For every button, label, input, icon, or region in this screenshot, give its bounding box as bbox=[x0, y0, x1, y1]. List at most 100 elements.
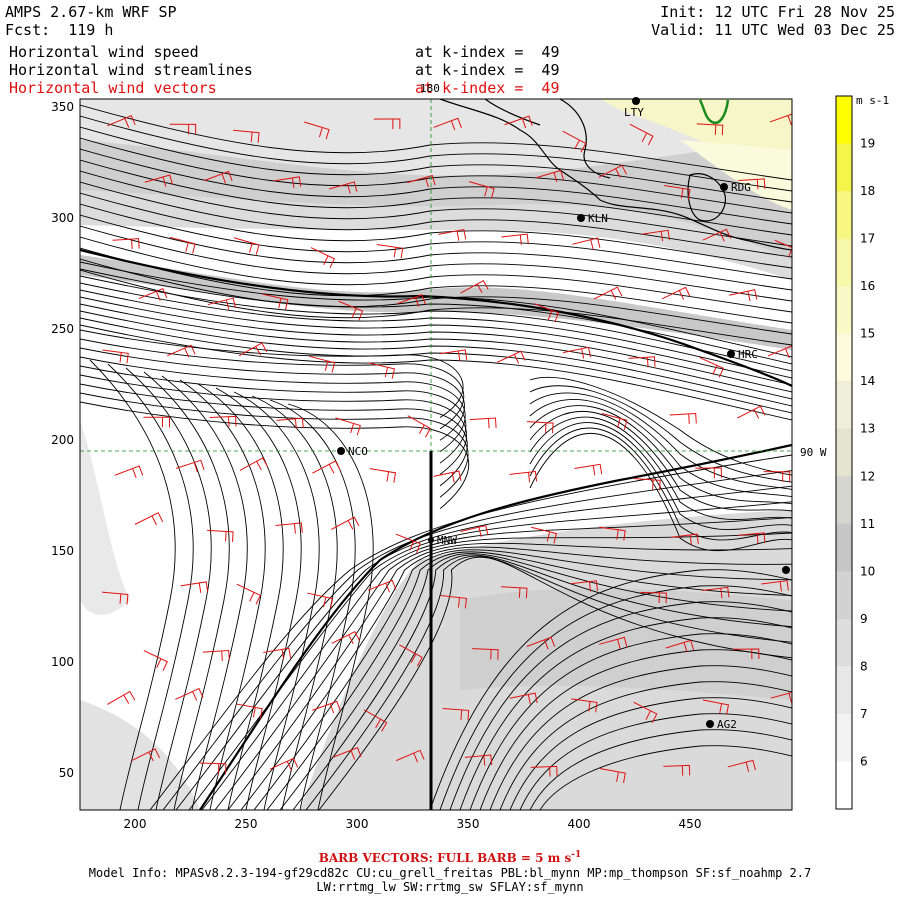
colorbar-swatch bbox=[836, 381, 852, 430]
streamline bbox=[233, 391, 320, 810]
barb-legend: BARB VECTORS: FULL BARB = 5 m s-1 bbox=[318, 850, 582, 865]
wind-barb bbox=[309, 355, 336, 373]
streamline bbox=[429, 569, 792, 810]
wind-barb bbox=[500, 586, 528, 599]
streamline bbox=[214, 532, 792, 810]
streamline bbox=[80, 148, 792, 225]
wind-barb bbox=[738, 178, 766, 190]
wind-barb bbox=[101, 591, 129, 605]
colorbar-level-label: 8 bbox=[860, 659, 868, 673]
colorbar-swatch bbox=[836, 96, 852, 145]
streamline bbox=[80, 258, 792, 335]
colorbar-level-label: 12 bbox=[860, 469, 875, 483]
y-tick-label: 50 bbox=[59, 766, 74, 780]
streamline bbox=[80, 115, 792, 192]
streamline bbox=[80, 374, 468, 475]
streamline bbox=[175, 485, 792, 810]
wind-barb bbox=[114, 465, 144, 479]
wind-barb bbox=[640, 591, 667, 604]
x-tick-label: 350 bbox=[457, 817, 480, 831]
wind-barb bbox=[368, 362, 395, 379]
x-axis: 200 250 300 350 400 450 bbox=[124, 817, 702, 831]
streamline bbox=[80, 268, 792, 365]
streamline bbox=[80, 347, 465, 441]
field-vectors-level: at k-index = 49 bbox=[415, 79, 560, 97]
streamline bbox=[80, 338, 464, 430]
wind-barb bbox=[204, 170, 233, 184]
wind-barb bbox=[209, 415, 237, 427]
colorbar-swatch bbox=[836, 476, 852, 525]
wind-barb bbox=[397, 294, 426, 307]
streamline bbox=[499, 681, 792, 810]
wind-barb bbox=[664, 185, 691, 200]
wind-barb bbox=[501, 233, 529, 245]
wind-streamlines bbox=[80, 104, 792, 810]
wind-barb bbox=[407, 174, 436, 188]
wind-barb bbox=[367, 579, 397, 593]
wind-barb bbox=[571, 698, 598, 713]
colorbar-swatch bbox=[836, 333, 852, 382]
y-tick-label: 350 bbox=[51, 100, 74, 114]
wind-barb bbox=[469, 417, 497, 429]
streamline bbox=[80, 214, 792, 291]
field-vectors-label: Horizontal wind vectors bbox=[9, 79, 217, 97]
wind-barb bbox=[275, 522, 303, 534]
station-mnw: MNW bbox=[428, 534, 457, 547]
wind-barb bbox=[601, 412, 628, 431]
wind-barb bbox=[504, 115, 533, 129]
streamline bbox=[80, 356, 466, 453]
station-label: AG2 bbox=[717, 718, 737, 731]
streamline bbox=[529, 433, 792, 552]
wind-barb bbox=[770, 691, 792, 703]
wind-barb bbox=[363, 709, 388, 732]
wind-barb bbox=[273, 176, 302, 188]
streamline bbox=[80, 236, 792, 313]
wind-barb bbox=[376, 243, 404, 259]
wind-barb bbox=[202, 649, 230, 661]
wind-barb bbox=[199, 762, 227, 774]
wind-barb bbox=[599, 767, 626, 784]
field-streamlines-level: at k-index = 49 bbox=[415, 61, 560, 79]
wind-barb bbox=[460, 524, 489, 538]
station-label: RDG bbox=[731, 181, 751, 194]
wind-barb bbox=[175, 459, 205, 473]
streamline bbox=[149, 454, 792, 810]
streamline bbox=[529, 399, 792, 498]
wind-barb bbox=[671, 533, 699, 545]
wind-barb bbox=[276, 417, 304, 429]
wind-barb bbox=[207, 297, 237, 310]
wind-barb bbox=[629, 123, 654, 146]
field-speed-level: at k-index = 49 bbox=[415, 43, 560, 61]
streamline bbox=[80, 401, 470, 510]
wind-barb bbox=[236, 583, 262, 605]
wind-barb bbox=[533, 303, 560, 323]
field-streamlines-label: Horizontal wind streamlines bbox=[9, 61, 253, 79]
wind-barb bbox=[102, 349, 129, 364]
wind-barb bbox=[373, 118, 401, 130]
wind-barb bbox=[472, 648, 499, 660]
wind-barb bbox=[468, 181, 495, 199]
wind-barb bbox=[233, 129, 260, 143]
streamline bbox=[80, 392, 469, 498]
stations: LTY RDG KLN HRC NCO MNW AG2 bbox=[337, 97, 790, 731]
forecast-hour: Fcst: 119 h bbox=[5, 21, 114, 39]
wind-barb bbox=[509, 470, 538, 483]
wind-barb bbox=[562, 346, 592, 359]
y-tick-label: 200 bbox=[51, 433, 74, 447]
wind-barb bbox=[727, 759, 756, 772]
streamline bbox=[201, 516, 792, 810]
wind-barb bbox=[180, 581, 209, 593]
wind-barb bbox=[732, 648, 760, 660]
streamline bbox=[80, 303, 792, 400]
wind-barb bbox=[628, 356, 656, 368]
streamline bbox=[519, 713, 792, 810]
wind-barb bbox=[663, 764, 691, 776]
wind-barb bbox=[530, 765, 558, 777]
ice-edge-contour bbox=[698, 99, 730, 125]
streamline bbox=[449, 601, 792, 810]
wind-barb bbox=[598, 164, 627, 178]
station-label: HRC bbox=[738, 348, 758, 361]
colorbar-swatch bbox=[836, 618, 852, 667]
wind-barb bbox=[236, 703, 263, 719]
wind-barb bbox=[107, 115, 136, 128]
